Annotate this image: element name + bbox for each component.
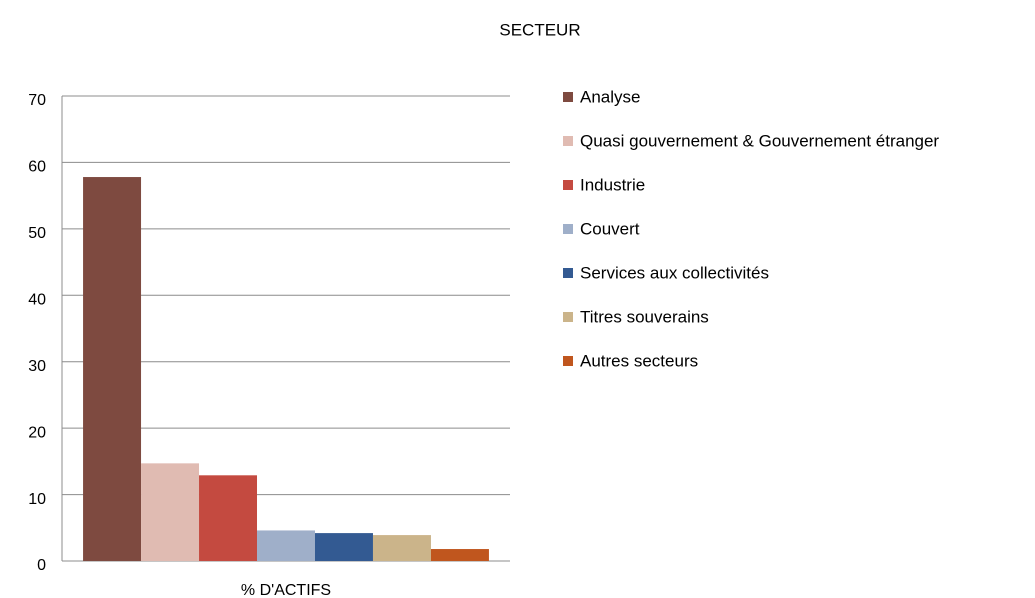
x-tick-label: % D'ACTIFS — [241, 582, 331, 598]
bar — [199, 475, 258, 561]
legend-label: Services aux collectivités — [580, 263, 769, 282]
bar — [430, 549, 489, 561]
bar — [83, 177, 142, 562]
y-tick-label: 10 — [28, 491, 46, 508]
legend-label: Couvert — [580, 219, 640, 238]
legend-swatch — [563, 180, 573, 190]
bar — [372, 535, 431, 561]
legend-swatch — [563, 136, 573, 146]
legend-swatch — [563, 268, 573, 278]
legend-label: Autres secteurs — [580, 351, 698, 370]
y-tick-label: 20 — [28, 424, 46, 441]
y-tick-label: 70 — [28, 92, 46, 109]
legend-label: Industrie — [580, 175, 645, 194]
bar — [141, 463, 200, 561]
legend-swatch — [563, 356, 573, 366]
legend-label: Titres souverains — [580, 307, 709, 326]
legend-swatch — [563, 312, 573, 322]
chart-title: SECTEUR — [499, 20, 580, 39]
legend-swatch — [563, 92, 573, 102]
legend-label: Quasi gouvernement & Gouvernement étrang… — [580, 131, 939, 150]
y-tick-label: 40 — [28, 292, 46, 309]
legend-label: Analyse — [580, 87, 640, 106]
y-tick-label: 30 — [28, 358, 46, 375]
y-tick-label: 0 — [37, 557, 46, 574]
y-tick-label: 50 — [28, 225, 46, 242]
bar — [314, 533, 373, 561]
bar — [257, 530, 315, 561]
y-tick-label: 60 — [28, 159, 46, 176]
legend-swatch — [563, 224, 573, 234]
